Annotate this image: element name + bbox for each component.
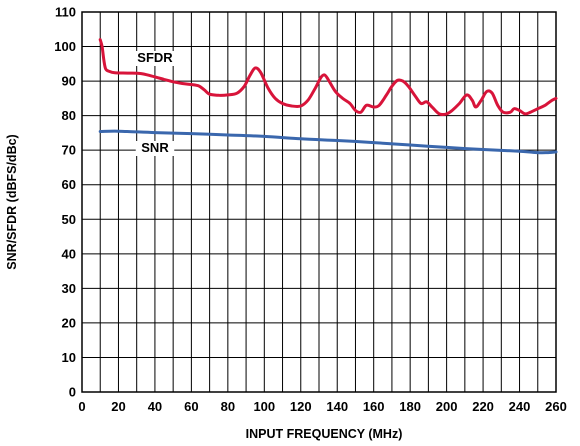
y-axis-label: SNR/SFDR (dBFS/dBc) — [5, 134, 19, 269]
x-tick-label: 20 — [111, 399, 125, 414]
x-tick-label: 260 — [545, 399, 567, 414]
y-tick-label: 90 — [62, 74, 76, 89]
x-tick-label: 100 — [253, 399, 275, 414]
x-tick-label: 60 — [184, 399, 198, 414]
series-labels: SFDR SNR — [131, 50, 179, 156]
y-tick-label: 50 — [62, 212, 76, 227]
y-tick-label: 110 — [55, 5, 76, 20]
x-tick-label: 160 — [363, 399, 385, 414]
y-tick-label: 100 — [54, 39, 76, 54]
series-line-sfdr — [98, 38, 558, 117]
x-tick-label: 240 — [509, 399, 531, 414]
y-tick-label: 20 — [62, 315, 76, 330]
y-tick-label: 80 — [62, 108, 76, 123]
x-tick-label: 200 — [436, 399, 458, 414]
y-tick-label: 10 — [62, 350, 76, 365]
tick-labels: 0 20 40 60 80 100 120 140 160 180 200 220 240 260 0 10 2… — [54, 5, 567, 415]
series-line-snr — [98, 129, 558, 155]
series-label-bg — [131, 51, 179, 66]
series-layer — [98, 38, 558, 155]
y-tick-label: 0 — [69, 385, 76, 400]
x-tick-label: 80 — [221, 399, 235, 414]
y-tick-label: 30 — [62, 281, 76, 296]
series-label-snr: SNR — [141, 140, 169, 155]
x-tick-label: 40 — [148, 399, 162, 414]
x-tick-label: 180 — [399, 399, 421, 414]
x-axis-label: INPUT FREQUENCY (MHz) — [246, 427, 403, 441]
x-tick-label: 140 — [326, 399, 348, 414]
x-tick-label: 120 — [290, 399, 312, 414]
x-tick-label: 0 — [78, 399, 85, 414]
y-tick-label: 60 — [62, 177, 76, 192]
series-label-sfdr: SFDR — [137, 50, 173, 65]
y-tick-label: 70 — [62, 143, 76, 158]
y-tick-label: 40 — [62, 246, 76, 261]
series-label-bg — [135, 141, 175, 156]
plot-frame — [81, 11, 557, 393]
grid — [81, 11, 557, 393]
x-tick-label: 220 — [472, 399, 494, 414]
